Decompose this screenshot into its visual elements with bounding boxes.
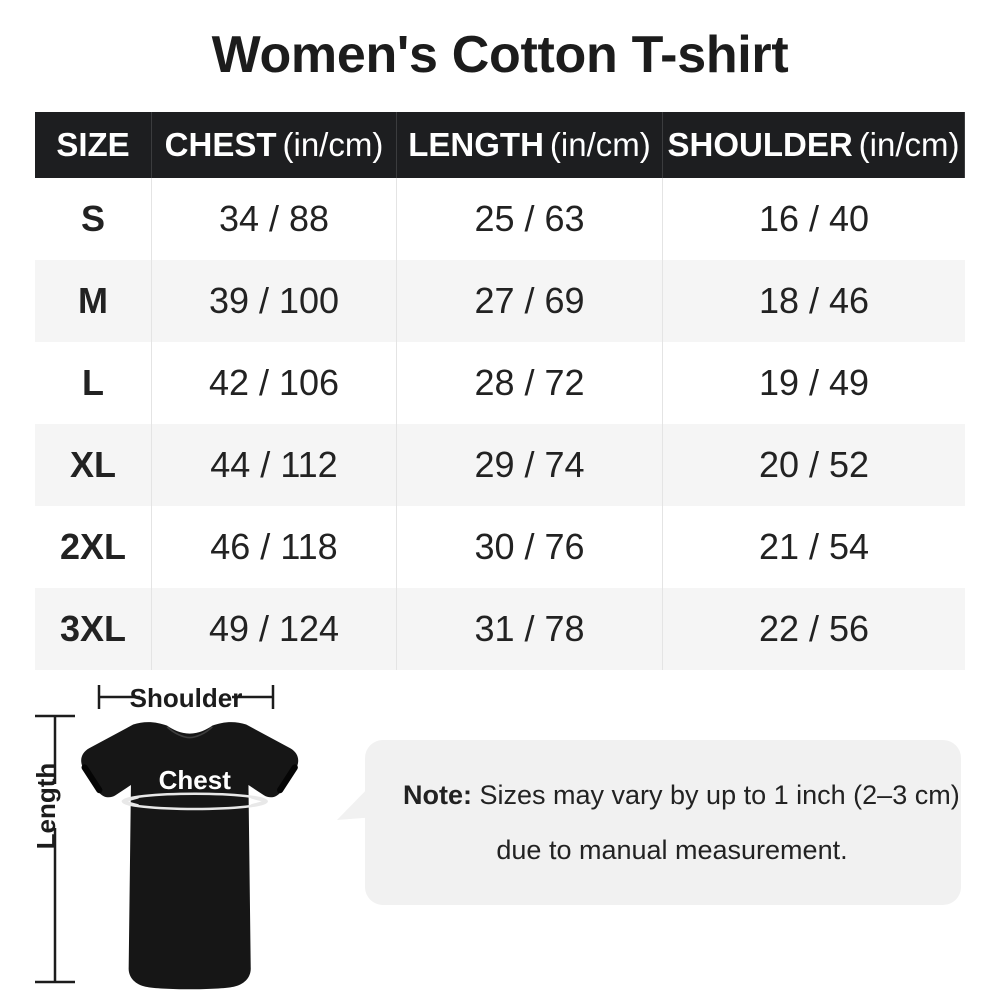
svg-text:Chest: Chest (159, 765, 232, 795)
svg-text:Shoulder: Shoulder (130, 684, 243, 713)
svg-text:Length: Length (31, 763, 61, 850)
